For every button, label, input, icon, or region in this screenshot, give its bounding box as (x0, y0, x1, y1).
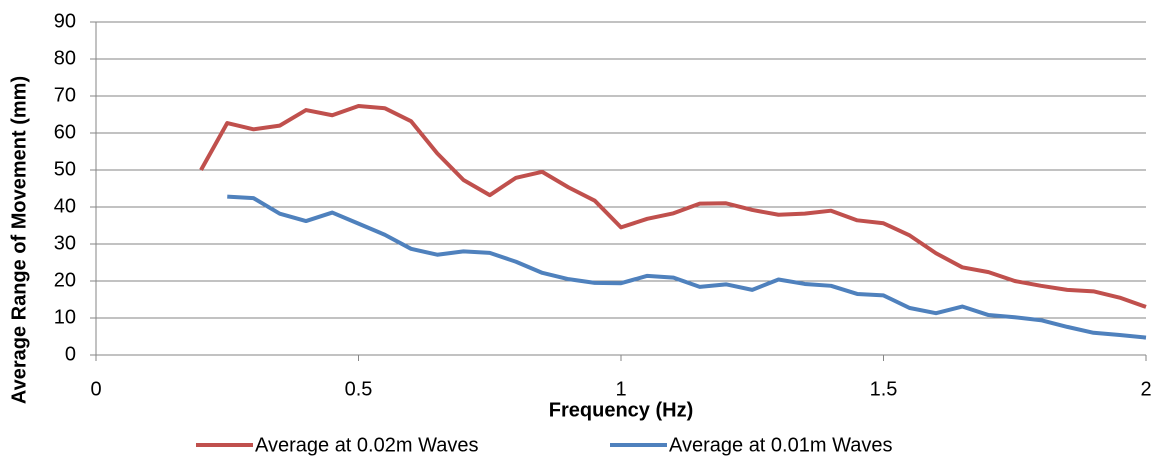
x-tick-label: 0.5 (345, 378, 373, 400)
y-tick-label: 70 (54, 84, 76, 106)
x-axis-title: Frequency (Hz) (549, 399, 693, 421)
y-tick-label: 80 (54, 47, 76, 69)
y-axis-title: Average Range of Movement (mm) (8, 76, 30, 404)
x-tick-label: 2 (1140, 378, 1151, 400)
y-tick-label: 60 (54, 121, 76, 143)
y-tick-label: 90 (54, 10, 76, 32)
legend-label: Average at 0.01m Waves (669, 434, 892, 456)
x-tick-label: 0 (90, 378, 101, 400)
y-tick-label: 40 (54, 195, 76, 217)
series-line (227, 194, 1147, 340)
series-line (199, 103, 1147, 309)
y-tick-label: 50 (54, 158, 76, 180)
x-tick-label: 1 (615, 378, 626, 400)
x-tick-label: 1.5 (870, 378, 898, 400)
y-tick-label: 0 (65, 343, 76, 365)
y-tick-label: 20 (54, 269, 76, 291)
legend-label: Average at 0.02m Waves (255, 434, 478, 456)
y-tick-label: 10 (54, 306, 76, 328)
y-tick-label: 30 (54, 232, 76, 254)
